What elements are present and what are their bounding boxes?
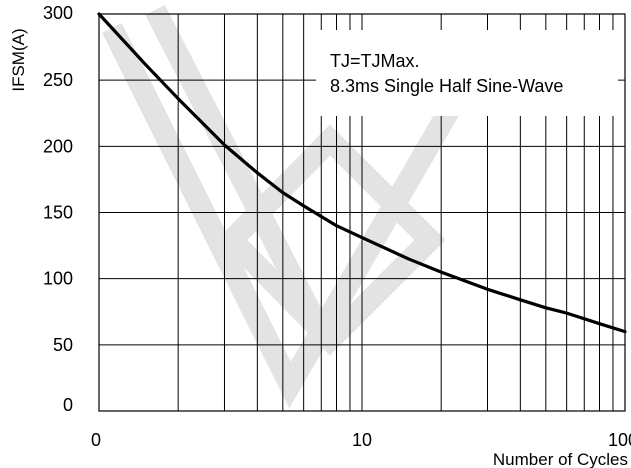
y-tick-label: 300 — [43, 3, 73, 23]
x-tick-labels: 0 10 100 — [91, 430, 631, 450]
y-tick-label: 150 — [43, 203, 73, 223]
y-tick-label: 200 — [43, 136, 73, 156]
x-tick-label: 100 — [608, 430, 631, 450]
y-axis-label: IFSM(A) — [9, 28, 28, 91]
x-axis-label: Number of Cycles — [493, 450, 628, 468]
y-tick-labels: 0 50 100 150 200 250 300 — [43, 3, 73, 415]
annotation-line-2: 8.3ms Single Half Sine-Wave — [330, 76, 563, 96]
x-tick-label: 0 — [91, 430, 101, 450]
y-tick-label: 50 — [53, 335, 73, 355]
y-tick-label: 100 — [43, 269, 73, 289]
y-tick-label: 0 — [63, 395, 73, 415]
y-tick-label: 250 — [43, 70, 73, 90]
ifsm-curve — [97, 12, 627, 334]
plot-frame — [98, 13, 626, 412]
x-tick-label: 10 — [352, 430, 372, 450]
watermark-logo — [102, 4, 500, 409]
annotation-box: TJ=TJMax. 8.3ms Single Half Sine-Wave — [316, 30, 618, 116]
annotation-line-1: TJ=TJMax. — [330, 51, 420, 71]
